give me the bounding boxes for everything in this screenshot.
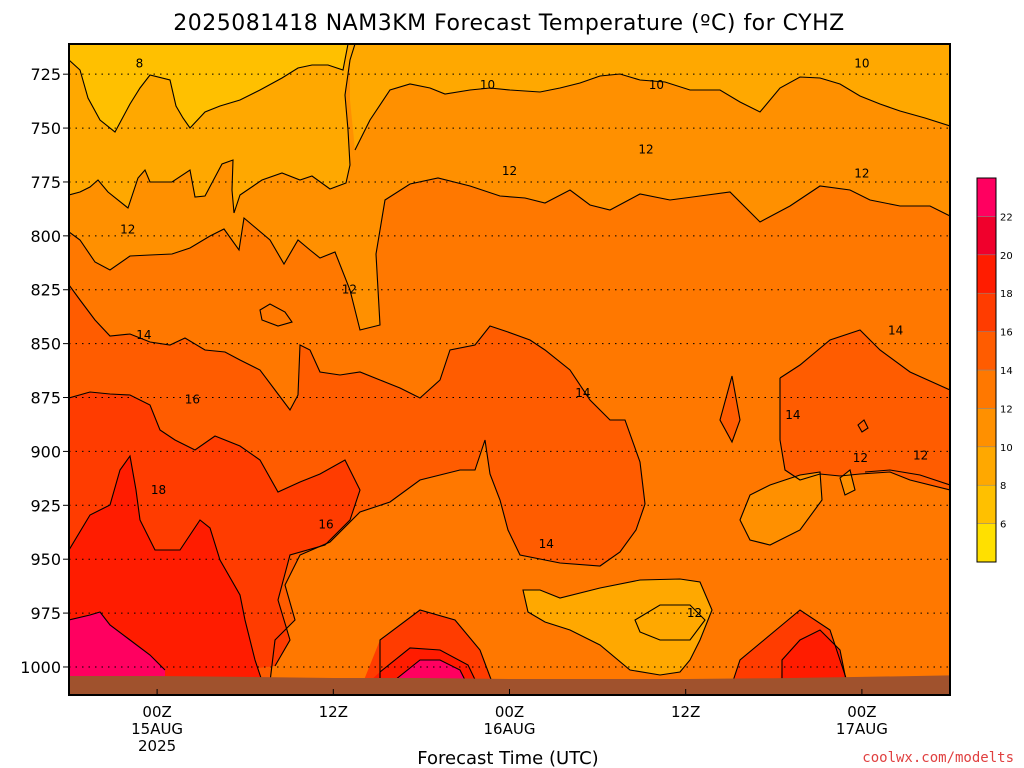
isotherm-14-dot xyxy=(857,419,869,433)
contour-label: 14 xyxy=(888,324,903,338)
colorbar-label: 14 xyxy=(1000,366,1013,377)
contour-label: 14 xyxy=(575,386,590,400)
cool-pocket-right xyxy=(740,470,855,545)
contour-label: 12 xyxy=(687,606,702,620)
x-tick-label: 12Z xyxy=(319,703,348,721)
isotherm-12-pocket-inner xyxy=(634,604,706,641)
contour-label: 10 xyxy=(649,78,664,92)
contour-label: 12 xyxy=(120,222,135,236)
colorbar-label: 22 xyxy=(1000,212,1013,223)
band-6-8 xyxy=(69,44,348,132)
contour-label: 12 xyxy=(854,166,869,180)
isotherm-12-left xyxy=(69,177,950,331)
x-tick-label: 16AUG xyxy=(484,720,536,738)
colorbar-label: 8 xyxy=(1000,481,1006,492)
x-tick-label: 15AUG xyxy=(131,720,183,738)
isotherm-12-right xyxy=(739,469,856,546)
isotherm-14 xyxy=(69,284,646,691)
x-tick-label: 00Z xyxy=(142,703,171,721)
cool-pocket-12 xyxy=(523,579,712,675)
ground-surface xyxy=(69,675,950,695)
isotherm-10-left xyxy=(69,44,356,214)
contour-label: 14 xyxy=(136,328,151,342)
contour-label: 12 xyxy=(502,164,517,178)
x-tick-label: 00Z xyxy=(495,703,524,721)
contour-label: 10 xyxy=(854,56,869,70)
y-tick-label: 800 xyxy=(30,227,61,246)
x-tick-label: 00Z xyxy=(847,703,876,721)
isotherm-16 xyxy=(69,391,851,691)
chart-title: 2025081418 NAM3KM Forecast Temperature (… xyxy=(173,11,844,36)
contour-label: 12 xyxy=(913,449,928,463)
y-axis-ticks: 725 750 775 800 825 850 875 900 925 950 975 1000 xyxy=(20,65,69,677)
band-16-18 xyxy=(69,392,850,690)
contour-label: 16 xyxy=(318,518,333,532)
isotherm-14-island xyxy=(719,375,741,444)
y-tick-label: 1000 xyxy=(20,658,61,677)
temperature-fill xyxy=(69,44,950,695)
contour-label: 14 xyxy=(539,537,554,551)
isotherm-10-right xyxy=(354,73,950,151)
contour-label: 12 xyxy=(342,283,357,297)
isotherm-12-pocket xyxy=(522,578,713,676)
colorbar: 6 8 10 12 14 16 18 20 22 xyxy=(976,177,1013,563)
x-axis-label: Forecast Time (UTC) xyxy=(417,748,598,768)
contour-lines xyxy=(69,44,950,691)
x-tick-label: 17AUG xyxy=(836,720,888,738)
colorbar-segment xyxy=(976,408,997,448)
colorbar-segment xyxy=(976,216,997,256)
credit-text: coolwx.com/modelts xyxy=(862,750,1014,766)
band-8-10-right xyxy=(350,44,950,150)
contour-label: 8 xyxy=(136,56,144,70)
y-tick-label: 900 xyxy=(30,442,61,461)
y-tick-label: 750 xyxy=(30,119,61,138)
colorbar-frame xyxy=(976,177,997,563)
colorbar-segment xyxy=(976,254,997,294)
colorbar-label: 16 xyxy=(1000,328,1013,339)
plot-frame xyxy=(68,43,951,696)
cool-pocket-10 xyxy=(635,605,705,640)
colorbar-segment xyxy=(976,446,997,486)
y-tick-label: 775 xyxy=(30,173,61,192)
colorbar-label: 20 xyxy=(1000,251,1013,262)
isotherm-8 xyxy=(69,44,349,133)
x-tick-label: 2025 xyxy=(138,737,176,755)
y-tick-label: 850 xyxy=(30,335,61,354)
x-tick-label: 12Z xyxy=(671,703,700,721)
colorbar-label: 12 xyxy=(1000,404,1013,415)
contour-labels: 8 10 10 10 12 12 12 12 12 12 12 12 14 14 14 14 14 16 16 18 xyxy=(120,56,928,620)
colorbar-segment xyxy=(976,369,997,409)
colorbar-segment xyxy=(976,331,997,371)
y-tick-label: 725 xyxy=(30,65,61,84)
contour-label: 12 xyxy=(853,451,868,465)
y-tick-label: 925 xyxy=(30,496,61,515)
colorbar-segment xyxy=(976,177,997,217)
y-tick-label: 950 xyxy=(30,550,61,569)
colorbar-label: 10 xyxy=(1000,443,1013,454)
colorbar-label: 18 xyxy=(1000,289,1013,300)
isotherm-12-right-far xyxy=(864,469,950,486)
colorbar-segment xyxy=(976,484,997,524)
contour-label: 14 xyxy=(785,408,800,422)
y-tick-label: 975 xyxy=(30,604,61,623)
isotherm-12-island xyxy=(259,303,293,327)
isotherm-14-right xyxy=(779,329,950,491)
contour-label: 10 xyxy=(480,78,495,92)
contour-label: 18 xyxy=(151,483,166,497)
y-tick-label: 825 xyxy=(30,281,61,300)
colorbar-label: 6 xyxy=(1000,520,1006,531)
isotherm-18 xyxy=(69,454,849,691)
contour-label: 12 xyxy=(638,143,653,157)
colorbar-segment xyxy=(976,292,997,332)
y-tick-label: 875 xyxy=(30,389,61,408)
contour-label: 16 xyxy=(185,393,200,407)
colorbar-segment xyxy=(976,523,997,563)
